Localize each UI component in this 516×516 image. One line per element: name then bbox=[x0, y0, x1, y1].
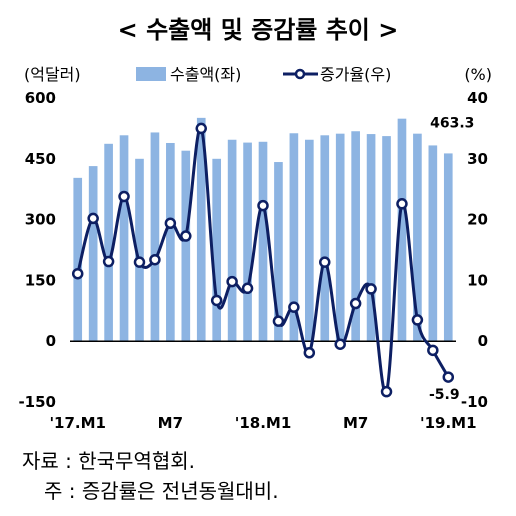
bar-22 bbox=[413, 133, 422, 342]
bar-19 bbox=[366, 134, 376, 342]
right-tick-4: 0 bbox=[478, 332, 488, 350]
left-tick-4: 0 bbox=[46, 332, 56, 350]
bar-23 bbox=[428, 145, 438, 342]
source-note: 자료 : 한국무역협회. bbox=[22, 449, 196, 473]
growth-point-9 bbox=[210, 294, 223, 307]
legend-bar-swatch bbox=[136, 67, 166, 81]
right-tick-3: 10 bbox=[467, 271, 488, 289]
growth-point-13 bbox=[272, 315, 285, 327]
growth-point-8 bbox=[195, 122, 207, 135]
bar-16 bbox=[320, 135, 330, 342]
right-tick-0: 40 bbox=[467, 89, 488, 107]
bar-data-label: 463.3 bbox=[430, 115, 474, 131]
right-tick-5: -10 bbox=[461, 393, 488, 411]
left-tick-2: 300 bbox=[25, 211, 56, 229]
bar-11 bbox=[243, 142, 252, 342]
tick-labels: 600 450 300 150 0 -150 40 30 20 10 0 -10 '17.M1 M7 '18… bbox=[18, 89, 488, 432]
growth-point-0 bbox=[71, 267, 84, 280]
bar-9 bbox=[212, 158, 222, 342]
bar-10 bbox=[227, 139, 237, 342]
growth-point-22 bbox=[411, 314, 424, 326]
bar-7 bbox=[181, 150, 191, 342]
growth-point-18 bbox=[349, 297, 362, 310]
growth-point-24 bbox=[442, 371, 455, 383]
growth-line bbox=[76, 126, 450, 395]
growth-point-1 bbox=[87, 212, 99, 225]
left-tick-5: -150 bbox=[18, 393, 56, 411]
bar-4 bbox=[135, 158, 144, 342]
legend-line-label: 증가율(우) bbox=[320, 65, 391, 84]
bar-21 bbox=[397, 118, 407, 342]
bar-8 bbox=[196, 117, 206, 342]
growth-point-23 bbox=[427, 344, 439, 357]
growth-point-15 bbox=[303, 347, 316, 359]
legend: 수출액(좌) 증가율(우) bbox=[136, 65, 391, 84]
legend-bar-label: 수출액(좌) bbox=[170, 65, 241, 84]
growth-point-4 bbox=[133, 256, 146, 268]
bar-24 bbox=[443, 153, 453, 342]
x-tick-3: M7 bbox=[343, 414, 368, 432]
chart-title: < 수출액 및 증감률 추이 > bbox=[118, 16, 399, 44]
left-axis-unit: (억달러) bbox=[24, 65, 81, 84]
bar-20 bbox=[382, 136, 391, 342]
growth-point-7 bbox=[180, 230, 192, 242]
bar-18 bbox=[351, 131, 360, 342]
growth-point-19 bbox=[365, 283, 377, 295]
export-chart: < 수출액 및 증감률 추이 > (억달러) (%) 수출액(좌) 증가율(우)… bbox=[18, 16, 492, 432]
left-tick-0: 600 bbox=[25, 89, 56, 107]
left-tick-3: 150 bbox=[25, 271, 56, 289]
right-axis-unit: (%) bbox=[464, 65, 492, 84]
bar-0 bbox=[73, 177, 83, 342]
footnote: 주 : 증감률은 전년동월대비. bbox=[44, 479, 279, 503]
growth-point-17 bbox=[334, 338, 346, 350]
growth-point-11 bbox=[241, 282, 254, 295]
growth-point-3 bbox=[118, 190, 130, 203]
growth-point-10 bbox=[226, 275, 238, 288]
growth-point-16 bbox=[319, 256, 331, 268]
growth-point-5 bbox=[149, 253, 161, 266]
growth-point-21 bbox=[396, 198, 408, 210]
notes: 자료 : 한국무역협회. 주 : 증감률은 전년동월대비. bbox=[22, 446, 502, 506]
bar-13 bbox=[274, 162, 283, 342]
line-data-label: -5.9 bbox=[429, 387, 460, 403]
bar-1 bbox=[88, 166, 98, 342]
bar-series bbox=[73, 117, 453, 342]
growth-point-14 bbox=[288, 301, 300, 313]
right-tick-1: 30 bbox=[467, 150, 488, 168]
growth-point-2 bbox=[102, 255, 115, 268]
growth-point-6 bbox=[164, 217, 177, 229]
growth-point-12 bbox=[257, 199, 269, 212]
x-tick-2: '18.M1 bbox=[235, 414, 292, 432]
bar-6 bbox=[166, 142, 175, 342]
left-tick-1: 450 bbox=[25, 150, 56, 168]
bar-3 bbox=[119, 135, 129, 342]
legend-line-marker bbox=[294, 68, 306, 80]
bar-12 bbox=[258, 141, 268, 342]
bar-15 bbox=[305, 139, 314, 342]
growth-point-20 bbox=[380, 385, 393, 398]
bar-17 bbox=[335, 133, 345, 342]
bar-14 bbox=[289, 133, 299, 342]
bar-2 bbox=[104, 143, 113, 342]
x-tick-4: '19.M1 bbox=[420, 414, 477, 432]
line-series bbox=[71, 122, 455, 398]
bar-5 bbox=[150, 132, 160, 342]
right-tick-2: 20 bbox=[467, 211, 488, 229]
x-tick-0: '17.M1 bbox=[49, 414, 106, 432]
x-tick-1: M7 bbox=[158, 414, 183, 432]
